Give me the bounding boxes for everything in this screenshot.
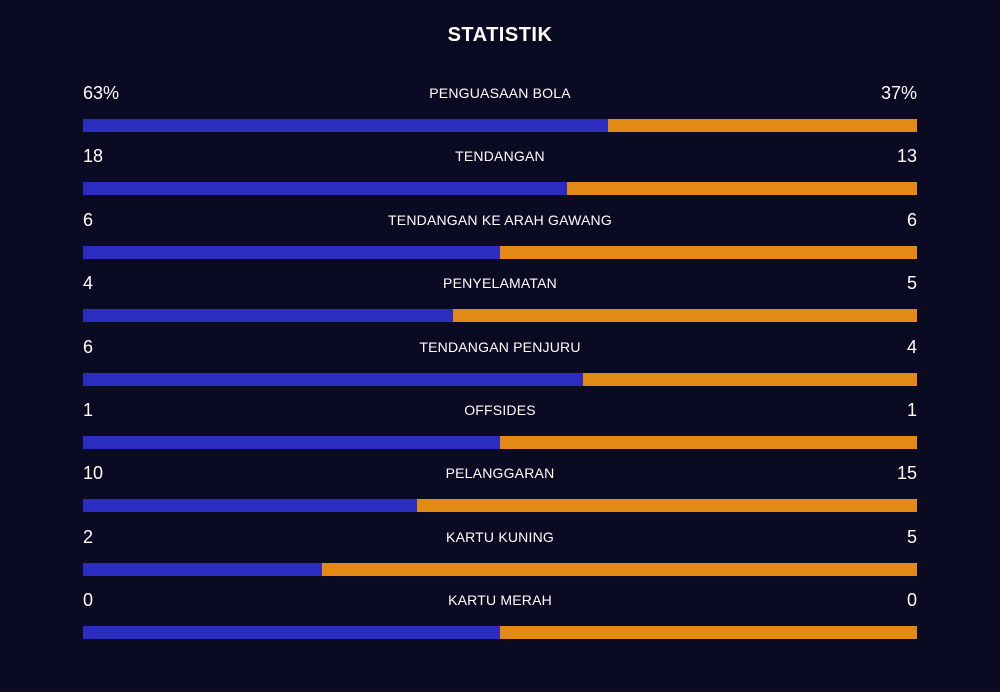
stat-row-header: 63% PENGUASAAN BOLA 37% xyxy=(83,78,917,108)
stat-label: OFFSIDES xyxy=(464,401,536,418)
away-bar-segment xyxy=(608,119,917,132)
stat-label: TENDANGAN PENJURU xyxy=(419,338,581,355)
away-bar-segment xyxy=(500,245,917,259)
stat-row: 10 PELANGGARAN 15 xyxy=(83,458,917,521)
home-value: 10 xyxy=(83,463,104,484)
comparison-bar xyxy=(83,245,917,259)
stat-label: KARTU KUNING xyxy=(446,528,554,545)
home-value: 4 xyxy=(83,273,94,294)
stat-label: PENYELAMATAN xyxy=(443,275,557,292)
stat-row: 1 OFFSIDES 1 xyxy=(83,395,917,458)
stat-row: 18 TENDANGAN 13 xyxy=(83,141,917,204)
comparison-bar xyxy=(83,562,917,576)
comparison-bar xyxy=(83,182,917,196)
home-value: 2 xyxy=(83,526,94,547)
stat-label: PELANGGARAN xyxy=(445,465,555,482)
away-bar-segment xyxy=(500,435,917,449)
stat-row: 0 KARTU MERAH 0 xyxy=(83,585,917,648)
home-bar-segment xyxy=(83,435,500,449)
home-value: 6 xyxy=(83,209,94,230)
home-value: 0 xyxy=(83,590,94,611)
away-value: 13 xyxy=(896,146,917,167)
away-bar-segment xyxy=(321,562,917,576)
stat-row-header: 4 PENYELAMATAN 5 xyxy=(83,268,917,298)
away-bar-segment xyxy=(500,626,917,640)
stat-label: TENDANGAN xyxy=(455,148,545,165)
home-bar-segment xyxy=(83,499,417,513)
away-value: 4 xyxy=(906,336,917,357)
stat-row-header: 2 KARTU KUNING 5 xyxy=(83,522,917,552)
home-bar-segment xyxy=(83,626,500,640)
away-value: 0 xyxy=(906,590,917,611)
comparison-bar xyxy=(83,499,917,513)
away-bar-segment xyxy=(453,309,917,323)
stat-label: KARTU MERAH xyxy=(448,592,552,609)
stat-label: PENGUASAAN BOLA xyxy=(429,85,571,101)
stat-row-header: 6 TENDANGAN PENJURU 4 xyxy=(83,332,917,362)
stat-row: 4 PENYELAMATAN 5 xyxy=(83,268,917,331)
stat-label: TENDANGAN KE ARAH GAWANG xyxy=(388,211,612,228)
away-value: 1 xyxy=(906,399,917,420)
away-value: 5 xyxy=(906,526,917,547)
stat-row-header: 0 KARTU MERAH 0 xyxy=(83,585,917,615)
home-bar-segment xyxy=(83,372,584,386)
away-bar-segment xyxy=(416,499,917,513)
stat-row-header: 1 OFFSIDES 1 xyxy=(83,395,917,425)
away-bar-segment xyxy=(566,182,917,196)
comparison-bar xyxy=(83,435,917,449)
comparison-bar xyxy=(83,626,917,640)
comparison-bar xyxy=(83,119,917,132)
stat-row-header: 18 TENDANGAN 13 xyxy=(83,141,917,171)
stat-row: 63% PENGUASAAN BOLA 37% xyxy=(83,78,917,141)
stat-row-header: 10 PELANGGARAN 15 xyxy=(83,458,917,488)
home-value: 1 xyxy=(83,399,94,420)
stat-row: 6 TENDANGAN PENJURU 4 xyxy=(83,332,917,395)
away-value: 37% xyxy=(880,83,917,103)
page-title: STATISTIK xyxy=(447,24,553,46)
home-value: 63% xyxy=(83,83,120,103)
home-bar-segment xyxy=(83,309,454,323)
stats-list: 63% PENGUASAAN BOLA 37% 18 TENDANGAN 13 … xyxy=(83,78,917,649)
home-bar-segment xyxy=(83,182,567,196)
away-bar-segment xyxy=(583,372,917,386)
stat-row: 2 KARTU KUNING 5 xyxy=(83,522,917,585)
home-bar-segment xyxy=(83,245,500,259)
home-value: 6 xyxy=(83,336,94,357)
comparison-bar xyxy=(83,372,917,386)
comparison-bar xyxy=(83,309,917,323)
home-bar-segment xyxy=(83,562,322,576)
away-value: 15 xyxy=(896,463,917,484)
home-bar-segment xyxy=(83,119,609,132)
stat-row: 6 TENDANGAN KE ARAH GAWANG 6 xyxy=(83,205,917,268)
stat-row-header: 6 TENDANGAN KE ARAH GAWANG 6 xyxy=(83,205,917,235)
away-value: 6 xyxy=(906,209,917,230)
home-value: 18 xyxy=(83,146,104,167)
away-value: 5 xyxy=(906,273,917,294)
